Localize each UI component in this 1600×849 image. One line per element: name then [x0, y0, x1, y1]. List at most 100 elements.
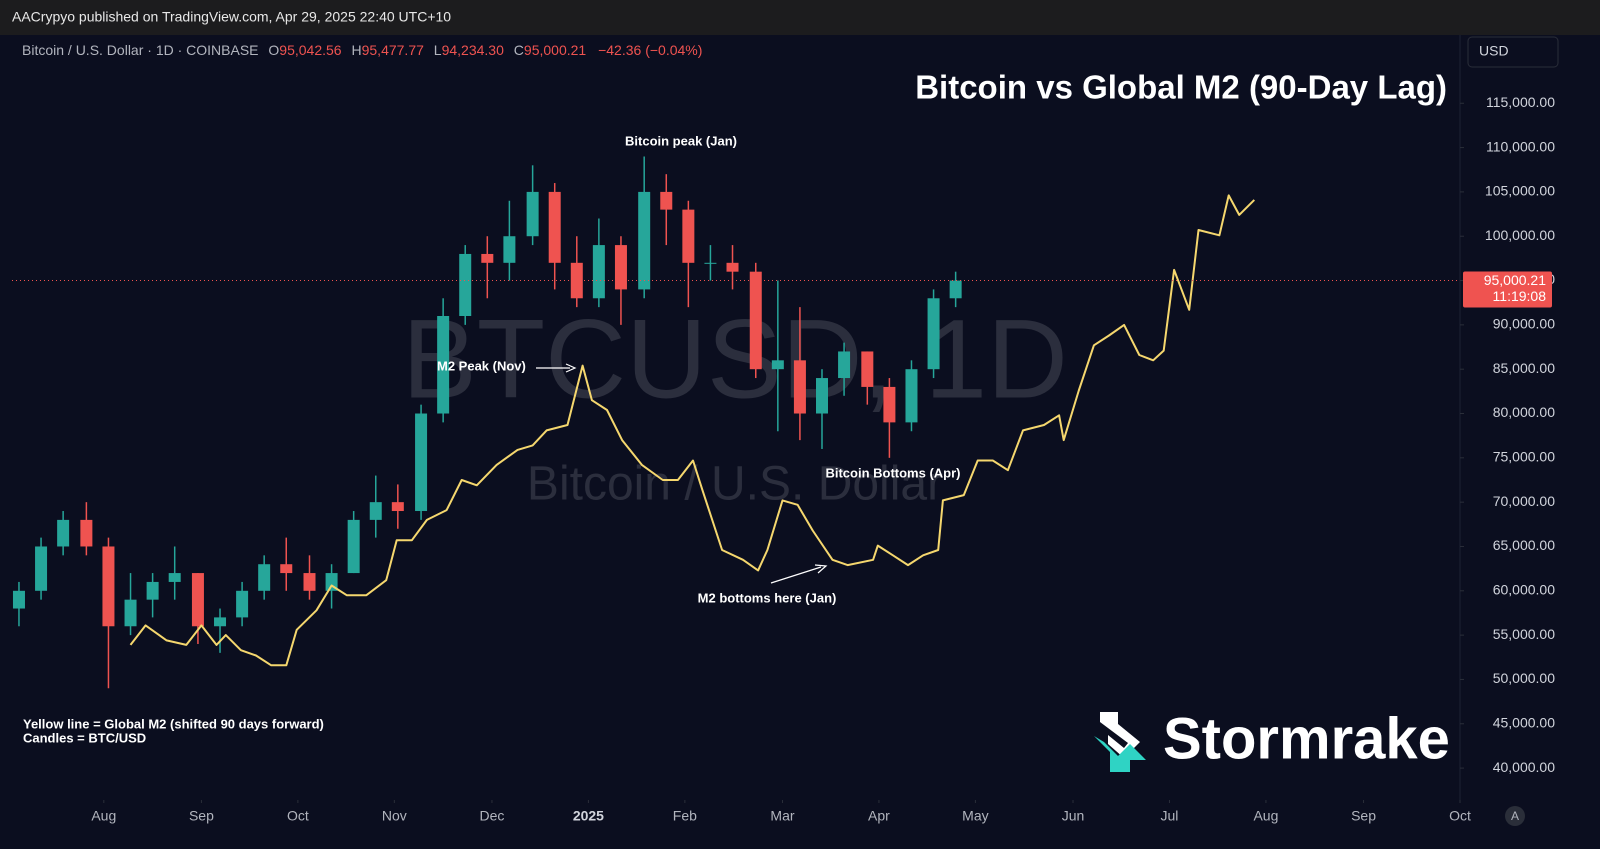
note: Candles = BTC/USD: [23, 730, 146, 745]
y-tick-label: 50,000.00: [1493, 670, 1555, 686]
candle-body: [391, 502, 404, 512]
watermark: BTCUSD, 1D Bitcoin / U.S. Dollar: [402, 297, 1068, 511]
candle-body: [258, 564, 271, 591]
candle-body: [124, 599, 137, 627]
candle-body: [280, 564, 293, 574]
currency-button[interactable]: USD: [1467, 36, 1559, 68]
x-tick-label: Nov: [382, 808, 407, 824]
candle-body: [459, 253, 472, 317]
annotation: M2 Peak (Nov): [437, 358, 526, 373]
button-frame[interactable]: [1467, 36, 1559, 68]
symbol-legend: Bitcoin / U.S. Dollar · 1D · COINBASE O9…: [22, 42, 702, 58]
candle-body: [838, 351, 851, 379]
candle-body: [503, 236, 516, 263]
y-tick-label: 85,000.00: [1493, 360, 1555, 376]
candle-body: [949, 280, 962, 299]
x-tick-label: Feb: [673, 808, 697, 824]
brand-logo: Stormrake: [1094, 706, 1450, 772]
watermark-name: Bitcoin / U.S. Dollar: [527, 458, 943, 511]
x-tick-label: May: [962, 808, 988, 824]
y-tick-label: 55,000.00: [1493, 626, 1555, 642]
y-tick-label: 90,000.00: [1493, 316, 1555, 332]
y-tick-label: 75,000.00: [1493, 449, 1555, 465]
candle-body: [80, 519, 93, 547]
x-tick-label: Apr: [868, 808, 890, 824]
x-tick-label: Oct: [287, 808, 309, 824]
price-countdown: 11:19:08: [1493, 288, 1547, 304]
x-tick-label: Jul: [1161, 808, 1179, 824]
button-label[interactable]: USD: [1479, 43, 1509, 59]
candle-body: [614, 245, 627, 290]
y-tick-label: 80,000.00: [1493, 404, 1555, 420]
candle-body: [303, 573, 316, 591]
ohlc-key: C: [514, 42, 524, 58]
y-tick-label: 45,000.00: [1493, 714, 1555, 730]
price-tag: [1463, 271, 1552, 308]
candle-body: [146, 581, 159, 600]
candle-body: [347, 519, 360, 574]
candle-body: [168, 573, 181, 582]
arrow-head: [565, 363, 577, 373]
ohlc-key: H: [351, 42, 361, 58]
x-tick-label: Sep: [189, 808, 214, 824]
annotation: M2 bottoms here (Jan): [698, 590, 837, 605]
brand-name: Stormrake: [1163, 706, 1450, 771]
ohlc-value: 95,477.77: [362, 42, 424, 58]
candle-body: [771, 360, 784, 370]
x-tick-label: Aug: [91, 808, 116, 824]
price-tag-label: 95,000.21: [1484, 272, 1546, 288]
chart-title: Bitcoin vs Global M2 (90-Day Lag): [915, 69, 1447, 106]
candle-body: [749, 271, 762, 370]
y-tick-label: 115,000.00: [1486, 94, 1555, 110]
y-tick-label: 105,000.00: [1485, 183, 1555, 199]
candle-body: [861, 351, 874, 387]
ohlc-value: 95,042.56: [279, 42, 341, 58]
publisher-line: AACrypyo published on TradingView.com, A…: [12, 9, 451, 25]
x-tick-label: Jun: [1062, 808, 1085, 824]
arrow: [770, 566, 822, 584]
x-tick-label: Dec: [480, 808, 505, 824]
y-tick-label: 40,000.00: [1493, 759, 1555, 775]
m2-line: [129, 194, 1256, 667]
watermark-ticker: BTCUSD, 1D: [402, 297, 1068, 422]
candle-body: [682, 209, 695, 263]
candle-body: [638, 191, 651, 290]
button-circle[interactable]: [1505, 806, 1525, 826]
y-tick-label: 60,000.00: [1493, 582, 1555, 598]
ohlc-value: 95,000.21: [524, 42, 586, 58]
candle-body: [704, 262, 717, 264]
logo-part: [1094, 736, 1146, 772]
top-bar: [0, 0, 1600, 35]
candle-body: [815, 378, 828, 414]
candle-body: [660, 191, 673, 210]
x-tick-label: 2025: [573, 808, 604, 824]
ohlc-key: O: [268, 42, 279, 58]
change: −42.36 (−0.04%): [598, 42, 702, 58]
candle-body: [726, 262, 739, 272]
candle-body: [883, 386, 896, 423]
plot-area: [12, 156, 1460, 689]
candle-body: [437, 316, 450, 414]
annotations: Bitcoin peak (Jan) M2 Peak (Nov) Bitcoin…: [437, 133, 961, 605]
candle-body: [12, 590, 25, 609]
candle-body: [214, 617, 227, 627]
candle-body: [793, 360, 806, 414]
annotation: Bitcoin peak (Jan): [625, 133, 737, 148]
auto-scale-button[interactable]: A: [1505, 806, 1525, 826]
y-tick-label: 65,000.00: [1493, 537, 1555, 553]
arrow-head: [814, 564, 828, 574]
ohlc-key: L: [434, 42, 442, 58]
candle-body: [191, 573, 204, 627]
ohlc-value: 94,234.30: [442, 42, 504, 58]
y-tick-label: 70,000.00: [1493, 493, 1555, 509]
symbol: Bitcoin / U.S. Dollar · 1D · COINBASE: [22, 42, 259, 58]
button-label[interactable]: A: [1511, 809, 1519, 823]
candle-body: [369, 502, 382, 520]
candle-body: [35, 546, 48, 591]
candle-body: [905, 369, 918, 423]
candle-body: [927, 298, 940, 370]
x-tick-label: Oct: [1449, 808, 1471, 824]
candle-body: [415, 413, 428, 512]
candle-body: [548, 191, 561, 263]
x-tick-label: Mar: [770, 808, 794, 824]
